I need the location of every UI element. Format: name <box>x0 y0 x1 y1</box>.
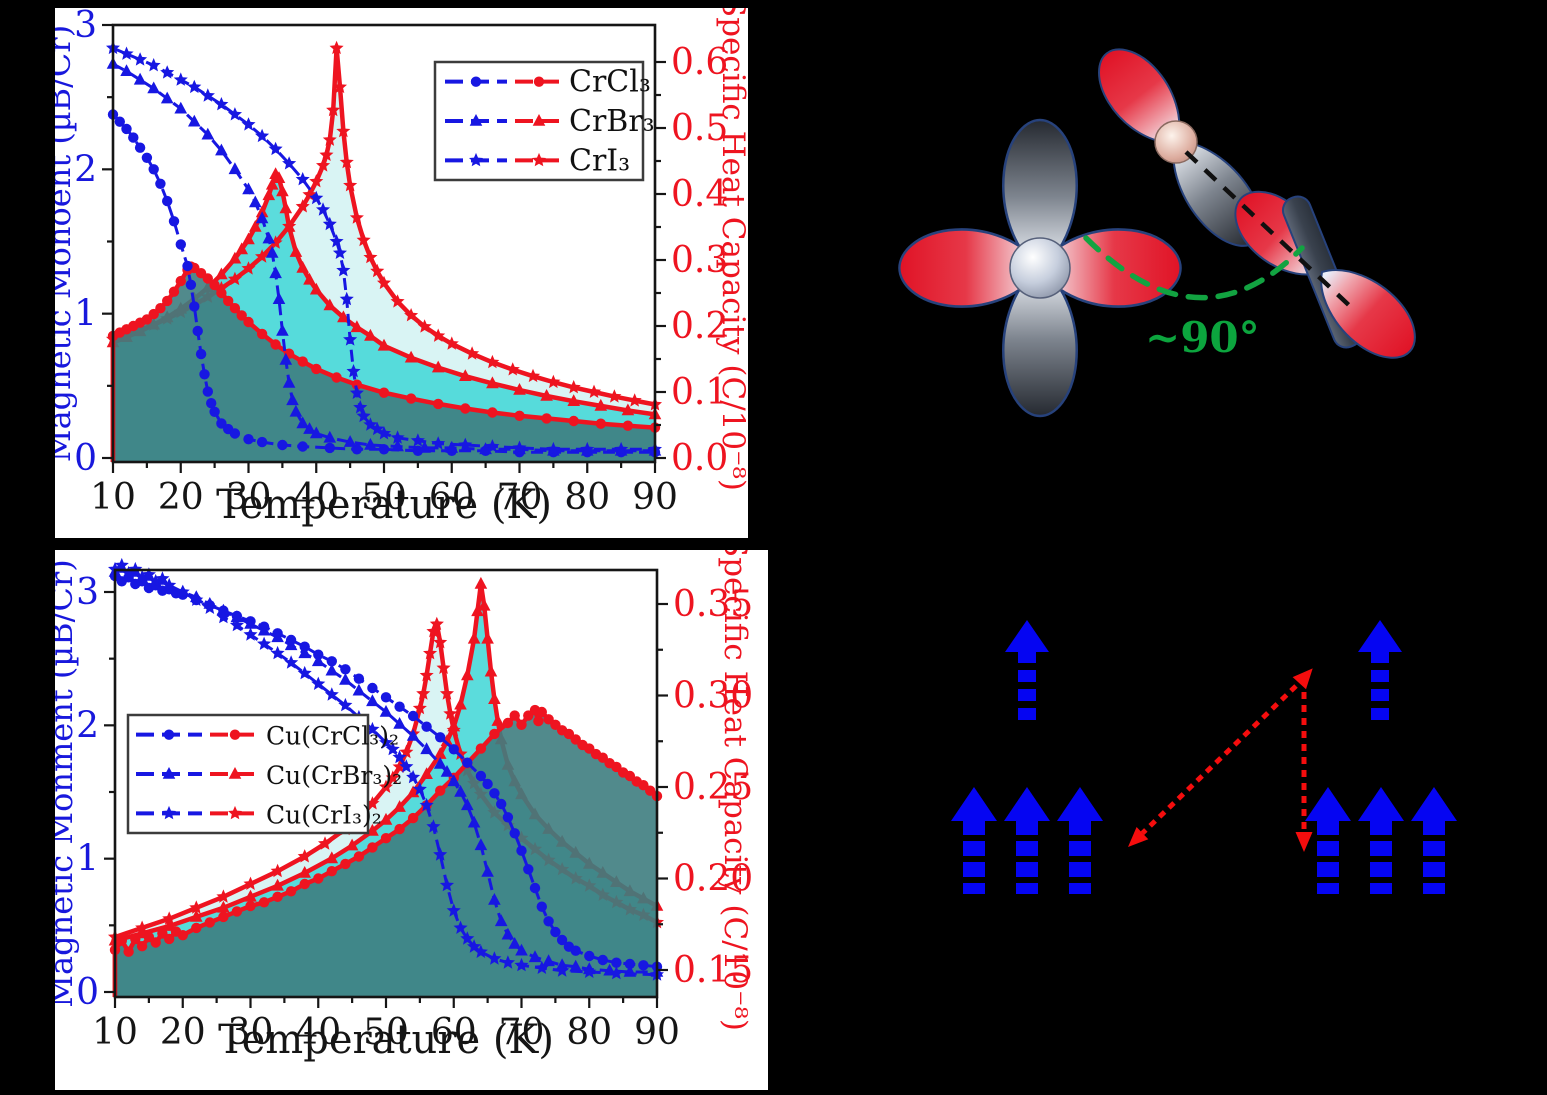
spin-up-arrow-single <box>1358 620 1402 726</box>
svg-text:20: 20 <box>158 477 204 518</box>
svg-text:0.5: 0.5 <box>671 108 728 149</box>
svg-text:60: 60 <box>431 1012 477 1053</box>
svg-text:0.30: 0.30 <box>673 676 753 717</box>
svg-text:90: 90 <box>634 1012 680 1053</box>
right-diagrams: ~90° <box>898 34 1457 894</box>
svg-text:80: 80 <box>564 477 610 518</box>
svg-text:3: 3 <box>74 8 97 46</box>
angle-arc <box>1083 235 1305 301</box>
svg-text:Magnetic Monoent (µB/Cr): Magnetic Monoent (µB/Cr) <box>55 25 78 462</box>
fill-Cu(CrCl₃)₂ <box>115 710 657 997</box>
svg-text:70: 70 <box>499 1012 545 1053</box>
svg-text:0.15: 0.15 <box>673 950 753 991</box>
svg-text:90: 90 <box>632 477 678 518</box>
svg-text:Specific Heat Capacity (C/10⁻⁸: Specific Heat Capacity (C/10⁻⁸) <box>715 8 748 491</box>
spin-up-arrow <box>1411 787 1457 894</box>
svg-text:0.25: 0.25 <box>673 767 753 808</box>
legend: CrCl₃ CrBr₃ CrI₃ <box>433 60 655 182</box>
exchange-red-arrow <box>1295 692 1313 852</box>
spin-alignment-diagram <box>951 620 1457 894</box>
svg-text:50: 50 <box>363 1012 409 1053</box>
svg-text:30: 30 <box>228 1012 274 1053</box>
exchange-red-arrow <box>1128 684 1298 847</box>
svg-text:30: 30 <box>226 477 272 518</box>
svg-text:Temperature (K): Temperature (K) <box>218 1017 554 1063</box>
svg-text:0.1: 0.1 <box>671 372 728 413</box>
svg-text:10: 10 <box>92 1012 138 1053</box>
heat-capacity-series-CrCl₃ <box>107 261 661 462</box>
magnetic-moment-series-CrBr₃ <box>106 57 662 456</box>
svg-text:3: 3 <box>76 572 99 613</box>
svg-text:50: 50 <box>361 477 407 518</box>
spin-up-arrow <box>1305 787 1351 894</box>
metal-atom-sphere <box>1009 237 1071 299</box>
svg-text:60: 60 <box>429 477 475 518</box>
tilted-orbital-icon <box>1219 175 1432 375</box>
spin-up-arrow <box>951 787 997 894</box>
svg-text:Cu(CrBr₃)₂: Cu(CrBr₃)₂ <box>266 761 402 790</box>
exchange-path-dashed-line <box>1184 150 1354 310</box>
svg-text:0.2: 0.2 <box>671 306 728 347</box>
spin-up-arrow <box>1057 787 1103 894</box>
svg-text:0: 0 <box>74 438 97 479</box>
exchange-origin-head <box>1292 668 1313 690</box>
legend: Cu(CrCl₃)₂ Cu(CrBr₃)₂ Cu(CrI₃)₂ <box>126 713 402 835</box>
d-orbital-icon <box>898 118 1182 418</box>
chart-crx3-panel: 10 20 30 40 50 60 70 80 90 0 1 2 3 0.0 0.1 0.2 0.3 0.4 0.5… <box>55 8 748 538</box>
fill-CrCl₃ <box>113 266 655 462</box>
svg-text:80: 80 <box>566 1012 612 1053</box>
axis-ticks: 10 20 30 40 50 60 70 80 90 0 1 2 3 0.0 0.1 0.2 0.3 0.4 0.5… <box>74 8 728 518</box>
chart-cucrx3-panel: 10 20 30 40 50 60 70 80 90 0 1 2 3 0.15 0.20 0.25 0.30 0.… <box>55 550 768 1090</box>
svg-text:CrCl₃: CrCl₃ <box>569 65 651 100</box>
svg-text:0.20: 0.20 <box>673 859 753 900</box>
svg-text:0: 0 <box>76 972 99 1013</box>
svg-text:1: 1 <box>76 839 99 880</box>
svg-text:0.4: 0.4 <box>671 174 728 215</box>
spin-up-arrow <box>1004 787 1050 894</box>
spin-up-arrow <box>1358 787 1404 894</box>
svg-text:Cu(CrI₃)₂: Cu(CrI₃)₂ <box>266 800 382 829</box>
svg-text:20: 20 <box>160 1012 206 1053</box>
svg-text:Temperature (K): Temperature (K) <box>216 482 552 528</box>
svg-text:1: 1 <box>74 294 97 335</box>
svg-text:40: 40 <box>295 1012 341 1053</box>
angle-label: ~90° <box>1145 313 1260 362</box>
svg-text:CrBr₃: CrBr₃ <box>569 104 655 139</box>
svg-text:2: 2 <box>76 705 99 746</box>
svg-text:0.0: 0.0 <box>671 438 728 479</box>
svg-text:0.6: 0.6 <box>671 42 728 83</box>
svg-text:CrI₃: CrI₃ <box>569 143 630 178</box>
svg-text:Cu(CrCl₃)₂: Cu(CrCl₃)₂ <box>266 722 399 751</box>
svg-text:Magnetic Monment (µB/Cr): Magnetic Monment (µB/Cr) <box>55 559 80 1007</box>
spin-up-arrow-single <box>1005 620 1049 726</box>
axis-ticks: 10 20 30 40 50 60 70 80 90 0 1 2 3 0.15 0.20 0.25 0.30 0.… <box>76 572 753 1053</box>
magnetic-moment-series-Cu(CrI₃)₂ <box>108 557 664 981</box>
svg-text:10: 10 <box>90 477 136 518</box>
svg-text:0.3: 0.3 <box>671 240 728 281</box>
svg-text:40: 40 <box>293 477 339 518</box>
svg-text:2: 2 <box>74 149 97 190</box>
svg-text:0.35: 0.35 <box>673 584 753 625</box>
svg-text:Specific Heat Capacity (C/10⁻⁸: Specific Heat Capacity (C/10⁻⁸) <box>717 550 753 1031</box>
svg-text:70: 70 <box>497 477 543 518</box>
